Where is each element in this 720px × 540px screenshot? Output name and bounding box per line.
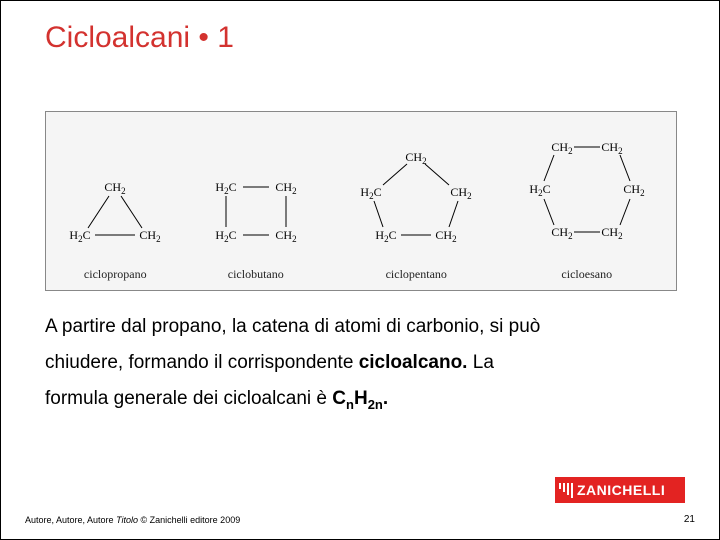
body-line2c: La bbox=[467, 352, 493, 373]
svg-text:H2C: H2C bbox=[529, 182, 550, 198]
svg-text:H2C: H2C bbox=[376, 228, 397, 244]
logo-text: ZANICHELLI bbox=[577, 482, 665, 498]
cyclopropane-svg: CH2 H2C CH2 bbox=[60, 151, 170, 261]
svg-text:CH2: CH2 bbox=[406, 150, 427, 166]
svg-text:CH2: CH2 bbox=[551, 140, 572, 156]
svg-text:H2C: H2C bbox=[215, 180, 236, 196]
cyclopentane-svg: CH2 H2C CH2 H2C CH2 bbox=[341, 141, 491, 261]
footer-authors: Autore, Autore, Autore bbox=[25, 515, 114, 525]
mol-label-3: cicloesano bbox=[512, 267, 662, 282]
body-line1: A partire dal propano, la catena di atom… bbox=[45, 316, 540, 337]
svg-text:CH2: CH2 bbox=[451, 185, 472, 201]
logo-bars-icon bbox=[559, 483, 573, 498]
svg-text:H2C: H2C bbox=[361, 185, 382, 201]
f-h: H bbox=[354, 388, 368, 409]
body-line2a: chiudere, formando il corrispondente bbox=[45, 352, 359, 373]
body-bold-cicloalcano: cicloalcano. bbox=[359, 352, 468, 373]
f-2n: 2n bbox=[368, 397, 383, 412]
svg-text:CH2: CH2 bbox=[601, 140, 622, 156]
svg-text:CH2: CH2 bbox=[140, 228, 161, 244]
body-line3a: formula generale dei cicloalcani è bbox=[45, 388, 332, 409]
f-n: n bbox=[346, 397, 354, 412]
molecule-cyclopropane: CH2 H2C CH2 ciclopropano bbox=[60, 151, 170, 282]
footer-credits: Autore, Autore, Autore Titolo © Zanichel… bbox=[25, 515, 240, 525]
f-dot: . bbox=[383, 388, 388, 409]
molecule-cyclobutane: H2C CH2 H2C CH2 ciclobutano bbox=[191, 151, 321, 282]
cyclobutane-svg: H2C CH2 H2C CH2 bbox=[191, 151, 321, 261]
body-text: A partire dal propano, la catena di atom… bbox=[45, 309, 677, 418]
svg-text:CH2: CH2 bbox=[275, 228, 296, 244]
molecule-cyclopentane: CH2 H2C CH2 H2C CH2 ciclopentano bbox=[341, 141, 491, 282]
svg-text:CH2: CH2 bbox=[551, 225, 572, 241]
svg-text:H2C: H2C bbox=[215, 228, 236, 244]
f-c: C bbox=[332, 388, 346, 409]
cyclohexane-svg: CH2 CH2 H2C CH2 CH2 CH2 bbox=[512, 131, 662, 261]
slide-title: Cicloalcani • 1 bbox=[45, 21, 234, 55]
mol-label-0: ciclopropano bbox=[60, 267, 170, 282]
publisher-logo: ZANICHELLI bbox=[555, 477, 685, 503]
page-number: 21 bbox=[684, 514, 695, 525]
molecule-cyclohexane: CH2 CH2 H2C CH2 CH2 CH2 cicloesano bbox=[512, 131, 662, 282]
svg-text:H2C: H2C bbox=[70, 228, 91, 244]
svg-text:CH2: CH2 bbox=[275, 180, 296, 196]
footer-rest: © Zanichelli editore 2009 bbox=[138, 515, 240, 525]
svg-text:CH2: CH2 bbox=[105, 180, 126, 196]
svg-text:CH2: CH2 bbox=[436, 228, 457, 244]
formula: CnH2n. bbox=[332, 388, 388, 409]
footer-title: Titolo bbox=[116, 515, 138, 525]
mol-label-2: ciclopentano bbox=[341, 267, 491, 282]
molecule-diagram: CH2 H2C CH2 ciclopropano H2C CH2 H2C CH2… bbox=[45, 111, 677, 291]
svg-text:CH2: CH2 bbox=[601, 225, 622, 241]
svg-text:CH2: CH2 bbox=[623, 182, 644, 198]
mol-label-1: ciclobutano bbox=[191, 267, 321, 282]
